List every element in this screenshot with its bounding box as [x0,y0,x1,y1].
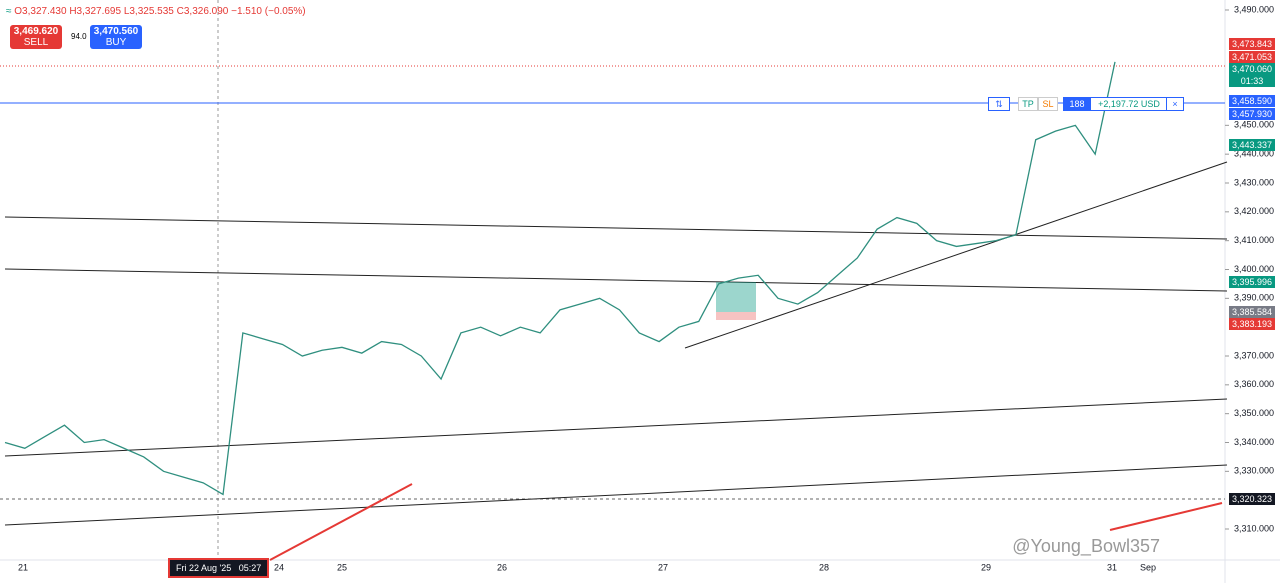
sell-price: 3,469.620 [13,26,59,37]
x-tick-label: 29 [981,562,991,572]
y-tick-label: 3,310.000 [1234,523,1274,533]
watermark: @Young_Bowl357 [1012,536,1160,557]
x-tick-label: 31 [1107,562,1117,572]
ohlc-header: ≈ O3,327.430 H3,327.695 L3,325.535 C3,32… [6,6,306,17]
price-tag-text: 3,320.323 [1231,494,1273,504]
price-line [4,61,1116,496]
y-tick-label: 3,340.000 [1234,437,1274,447]
price-tag-text: 3,470.060 [1231,64,1273,74]
y-tick-label: 3,440.000 [1234,149,1274,159]
price-tag-text: 3,383.193 [1231,319,1273,329]
y-tick-label: 3,410.000 [1234,235,1274,245]
countdown: 01:33 [1240,76,1264,86]
close-position[interactable]: × [1166,97,1184,111]
trend-lines [4,161,1228,526]
sell-label: SELL [23,37,49,48]
price-tag-text: 3,395.996 [1231,277,1273,287]
price-tag-text: 3,443.337 [1231,140,1273,150]
crosshair-label: Fri 22 Aug '25 05:27 [168,558,270,578]
y-tick-label: 3,490.000 [1234,4,1274,14]
price-tag: 3,320.323 [1229,493,1275,505]
sell-button[interactable]: 3,469.620 SELL [10,25,62,49]
y-tick-label: 3,330.000 [1234,466,1274,476]
price-tag: 3,473.843 [1229,38,1275,50]
price-tag: 3,471.053 [1229,51,1275,63]
spread: 94.0 [71,32,87,41]
price-tag-text: 3,458.590 [1231,96,1273,106]
buy-button[interactable]: 3,470.560 BUY [90,25,142,49]
price-tag: 3,458.590 [1229,95,1275,107]
price-tag: 3,470.060 01:33 [1229,63,1275,87]
buy-label: BUY [105,37,127,48]
crosshair-date: Fri 22 Aug '25 [176,563,232,573]
price-tag-text: 3,471.053 [1231,52,1273,62]
y-tick-label: 3,450.000 [1234,120,1274,130]
position-zone [716,312,756,320]
y-tick-label: 3,420.000 [1234,206,1274,216]
price-tag: 3,457.930 [1229,108,1275,120]
position-zone [716,282,756,312]
crosshair-time: 05:27 [238,563,262,573]
x-tick-label: Sep [1140,562,1156,572]
y-tick-label: 3,370.000 [1234,350,1274,360]
annotation-arrows [269,483,1223,561]
y-tick-label: 3,430.000 [1234,177,1274,187]
symbol-icon: ≈ [6,6,12,17]
y-tick-label: 3,350.000 [1234,408,1274,418]
y-tick-label: 3,390.000 [1234,293,1274,303]
position-qty: 188 [1063,97,1091,111]
price-tag: 3,385.584 [1229,306,1275,318]
x-tick-label: 21 [18,562,28,572]
price-tag-text: 3,457.930 [1231,109,1273,119]
x-tick-label: 28 [819,562,829,572]
ohlc: O3,327.430 H3,327.695 L3,325.535 C3,326.… [14,6,306,17]
x-tick-label: 27 [658,562,668,572]
price-tag: 3,443.337 [1229,139,1275,151]
x-tick-label: 25 [337,562,347,572]
price-tag-text: 3,473.843 [1231,39,1273,49]
x-tick-label: 26 [497,562,507,572]
reverse-button[interactable]: ⇅ [988,97,1010,111]
price-tag-text: 3,385.584 [1231,307,1273,317]
y-tick-label: 3,400.000 [1234,264,1274,274]
y-tick-label: 3,360.000 [1234,379,1274,389]
buy-price: 3,470.560 [93,26,139,37]
price-tag: 3,395.996 [1229,276,1275,288]
position-pnl: +2,197.72 USD [1090,97,1168,111]
price-tag: 3,383.193 [1229,318,1275,330]
sl-button[interactable]: SL [1038,97,1058,111]
tp-button[interactable]: TP [1018,97,1038,111]
x-tick-label: 24 [274,562,284,572]
